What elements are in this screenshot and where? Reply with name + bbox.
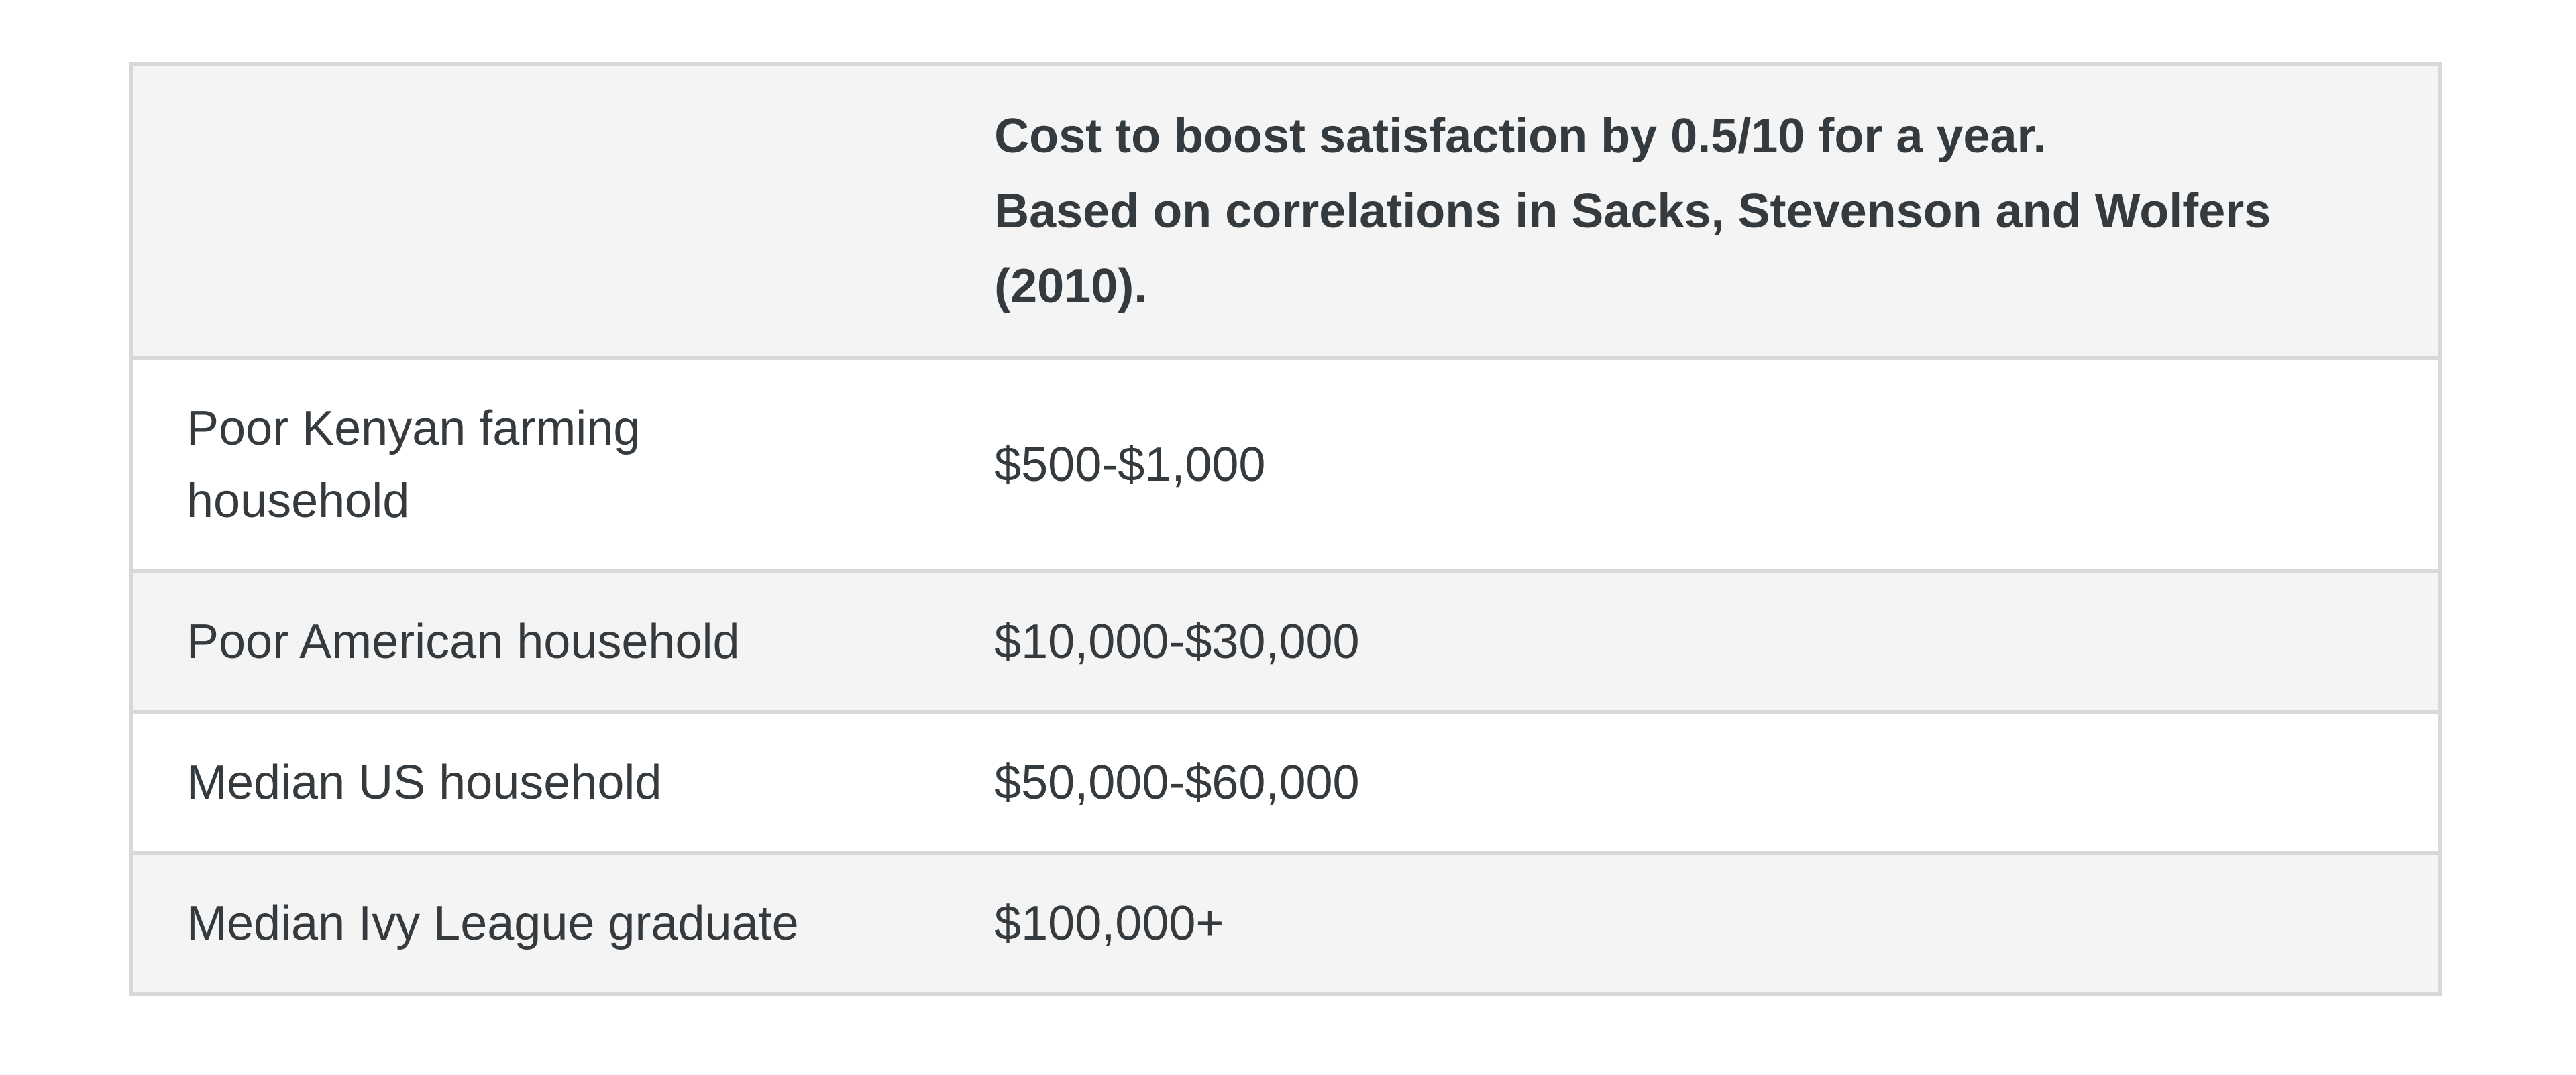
row-label: Median Ivy League graduate [186,897,799,950]
header-row: Cost to boost satisfaction by 0.5/10 for… [131,64,2440,358]
row-value: $100,000+ [994,897,1224,950]
row-label: Poor Kenyan farming household [186,402,641,528]
header-title-line1: Cost to boost satisfaction by 0.5/10 for… [994,109,2047,163]
table-row-median-ivy-league-graduate: Median Ivy League graduate $100,000+ [131,853,2440,994]
table-row-poor-american-household: Poor American household $10,000-$30,000 [131,571,2440,712]
row-label: Poor American household [186,615,740,669]
table-row-median-us-household: Median US household $50,000-$60,000 [131,712,2440,853]
cost-table: Cost to boost satisfaction by 0.5/10 for… [129,62,2442,996]
header-empty-cell [131,64,941,358]
row-value: $50,000-$60,000 [994,756,1360,809]
row-value: $500-$1,000 [994,438,1266,492]
table-row-kenyan-household: Poor Kenyan farming household $500-$1,00… [131,358,2440,571]
row-value: $10,000-$30,000 [994,615,1360,669]
row-label: Median US household [186,756,662,809]
header-title-cell: Cost to boost satisfaction by 0.5/10 for… [941,64,2440,358]
header-title-line2: Based on correlations in Sacks, Stevenso… [994,184,2271,313]
